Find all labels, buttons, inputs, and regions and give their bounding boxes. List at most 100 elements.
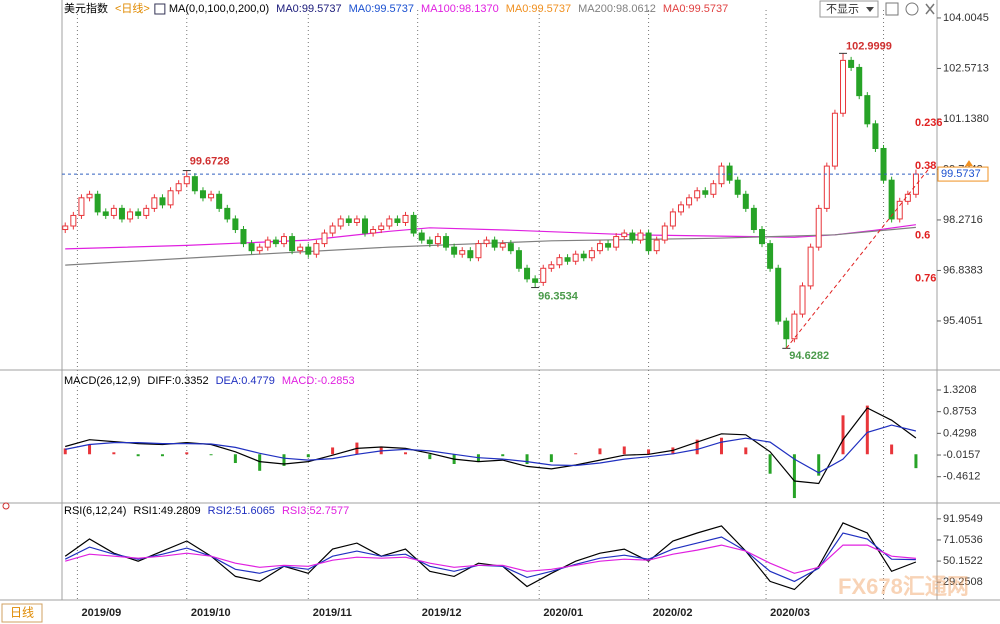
resize-icon[interactable] <box>885 2 899 16</box>
macd-bar <box>306 454 310 458</box>
candle-body <box>191 176 198 192</box>
candle-body <box>661 225 668 241</box>
candle-body <box>564 257 571 262</box>
macd-bar <box>501 454 505 457</box>
candle-body <box>232 218 239 231</box>
candle-body <box>386 218 393 227</box>
candle-body <box>240 229 247 245</box>
legend-item: MA100:98.1370 <box>421 3 499 15</box>
macd-bar <box>549 454 553 463</box>
legend-item: MACD:-0.2853 <box>282 375 355 387</box>
candle-body <box>888 179 895 220</box>
candle-body <box>305 246 312 255</box>
candle-body <box>127 211 134 220</box>
macd-bar <box>404 452 408 455</box>
candle-body <box>548 264 555 269</box>
candle-body <box>418 232 425 241</box>
candle-body <box>443 236 450 248</box>
candle-body <box>459 250 466 255</box>
x-tick-label: 2020/01 <box>543 607 583 619</box>
candle-body <box>831 112 838 167</box>
x-tick-label: 2020/02 <box>653 607 693 619</box>
candle-body <box>815 207 822 248</box>
dropdown[interactable]: 不显示 <box>819 0 879 18</box>
dropdown-box[interactable] <box>819 0 879 18</box>
candle-body <box>135 211 142 216</box>
candle-body <box>799 285 806 315</box>
fib-label: 0.38 <box>915 160 936 172</box>
y-tick-label: -0.4612 <box>943 471 980 483</box>
fib-label: 0.6 <box>915 230 930 242</box>
candle-body <box>183 176 190 185</box>
legend-item: MA(0,0,100,0,200,0) <box>169 3 269 15</box>
y-tick-label: 95.4051 <box>943 315 983 327</box>
candle-body <box>451 246 458 255</box>
macd-bar <box>647 449 651 455</box>
legend-item: RSI(6,12,24) <box>64 505 126 517</box>
candle-body <box>475 243 482 259</box>
macd-bar <box>331 447 335 455</box>
candle-body <box>823 165 830 209</box>
extreme-label: 102.9999 <box>846 40 892 52</box>
macd-bar <box>695 439 699 455</box>
y-tick-label: 98.2716 <box>943 214 983 226</box>
candle-body <box>621 232 628 238</box>
x-tick-label: 2019/10 <box>191 607 231 619</box>
candle-body <box>864 95 871 125</box>
legend-item: DIFF:0.3352 <box>147 375 208 387</box>
candle-body <box>62 225 69 231</box>
period-label[interactable]: 日线 <box>10 606 34 620</box>
candle-body <box>483 239 490 245</box>
candle-body <box>167 190 174 206</box>
y-tick-label: 1.3208 <box>943 384 977 396</box>
candle-body <box>313 243 320 255</box>
macd-bar <box>914 454 918 469</box>
fib-label: 0.236 <box>915 117 943 129</box>
y-tick-label: 71.0536 <box>943 534 983 546</box>
watermark: FX678汇通网 <box>838 574 969 599</box>
candle-body <box>159 197 166 206</box>
candle-body <box>394 218 401 223</box>
macd-bar <box>233 454 237 464</box>
help-icon[interactable] <box>905 2 919 16</box>
candle-body <box>434 236 441 245</box>
legend-item: DEA:0.4779 <box>216 375 275 387</box>
macd-bar <box>719 437 723 455</box>
candle-body <box>208 193 215 199</box>
candle-body <box>750 207 757 231</box>
x-tick-label: 2020/03 <box>770 607 810 619</box>
legend-item: RSI1:49.2809 <box>133 505 200 517</box>
close-icon[interactable] <box>925 3 935 15</box>
y-tick-label: 104.0045 <box>943 12 989 24</box>
macd-bar <box>792 454 796 499</box>
y-tick-label: 91.9549 <box>943 513 983 525</box>
candle-body <box>248 243 255 252</box>
candle-body <box>289 236 296 252</box>
chart-title: 美元指数 <box>64 1 108 15</box>
macd-bar <box>841 415 845 455</box>
candle-body <box>718 165 725 185</box>
extreme-label: 96.3534 <box>538 290 579 302</box>
candle-body <box>742 193 749 209</box>
panel-icon <box>2 502 10 510</box>
x-tick-label: 2019/09 <box>82 607 122 619</box>
period-box[interactable] <box>1 603 43 623</box>
dropdown-arrow[interactable] <box>866 7 874 12</box>
candle-body <box>767 243 774 269</box>
candle-body <box>94 193 101 213</box>
macd-bar <box>258 454 262 471</box>
candle-body <box>321 232 328 245</box>
candle-body <box>677 204 684 213</box>
legend-item: MA200:98.0612 <box>578 3 656 15</box>
candle-body <box>613 236 620 248</box>
y-tick-label: 96.8383 <box>943 264 983 276</box>
candle-body <box>70 214 77 227</box>
candle-body <box>629 232 636 241</box>
candle-body <box>669 211 676 227</box>
dropdown-label[interactable]: 不显示 <box>826 2 859 15</box>
macd-bar <box>136 454 140 457</box>
macd-bar <box>63 448 67 455</box>
candle-body <box>102 211 109 216</box>
macd-bar <box>574 453 578 455</box>
